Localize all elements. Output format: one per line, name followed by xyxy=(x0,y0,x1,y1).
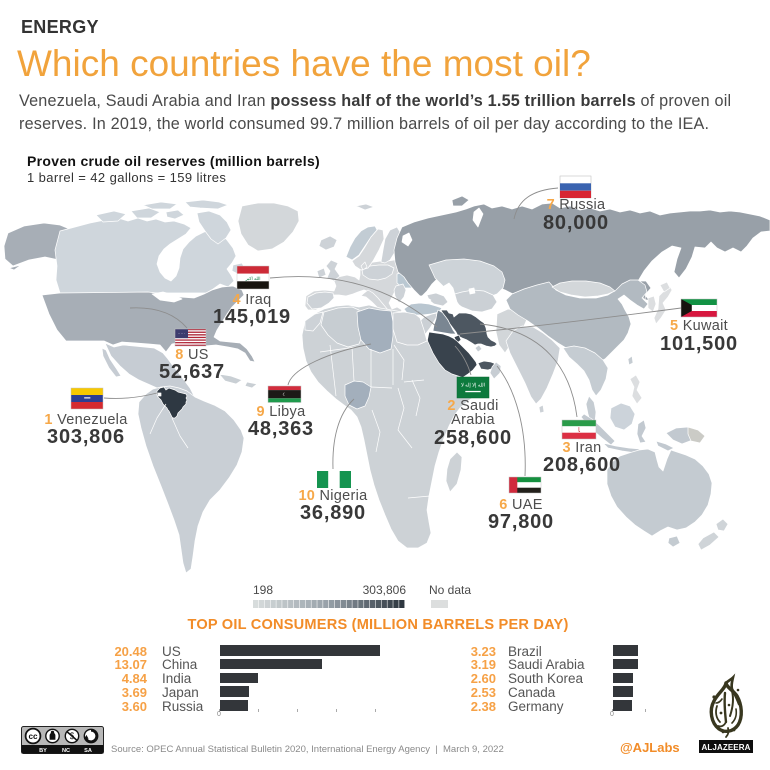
svg-text:SA: SA xyxy=(84,748,92,754)
svg-text:ﺎ: ﺎ xyxy=(578,426,581,434)
svg-text:cc: cc xyxy=(28,732,38,741)
svg-text:☾: ☾ xyxy=(282,392,286,397)
svg-text:ALJAZEERA: ALJAZEERA xyxy=(702,743,751,752)
svg-text:·····: ····· xyxy=(178,332,186,336)
svg-text:الله اكبر: الله اكبر xyxy=(244,276,260,282)
svg-text:••••••: •••••• xyxy=(84,396,91,401)
svg-text:الله إلا إله لا: الله إلا إله لا xyxy=(461,383,485,389)
svg-text:BY: BY xyxy=(39,748,47,754)
svg-text:NC: NC xyxy=(62,748,70,754)
